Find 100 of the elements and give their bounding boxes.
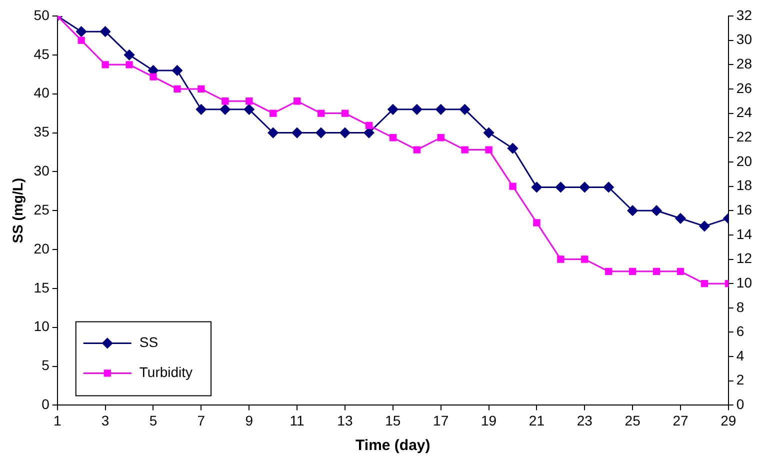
y2-tick-label: 32 xyxy=(736,6,752,23)
y2-tick-label: 24 xyxy=(736,104,752,120)
x-tick-label: 7 xyxy=(197,412,206,428)
point xyxy=(102,61,109,68)
point xyxy=(172,65,182,76)
point xyxy=(533,219,540,226)
point xyxy=(340,128,350,138)
point xyxy=(652,268,660,275)
point xyxy=(126,61,133,68)
point xyxy=(198,85,205,93)
x-tick-label: 29 xyxy=(720,412,736,428)
point xyxy=(246,98,253,105)
point xyxy=(676,268,684,275)
y2-tick-label: 6 xyxy=(736,323,744,340)
point xyxy=(484,128,494,138)
point xyxy=(365,122,373,130)
x-tick-label: 27 xyxy=(672,412,688,428)
point xyxy=(341,110,349,117)
point xyxy=(124,50,135,60)
y2-tick-label: 28 xyxy=(736,56,752,72)
point xyxy=(388,104,398,115)
point xyxy=(174,85,181,93)
x-tick-label: 25 xyxy=(624,412,641,428)
y-tick-label: 5 xyxy=(42,357,50,374)
x-tick-label: 19 xyxy=(480,412,497,428)
point xyxy=(413,146,420,154)
x-tick-label: 1 xyxy=(53,412,62,428)
y-tick-label: 15 xyxy=(34,279,50,296)
x-tick-label: 21 xyxy=(528,412,545,428)
y-tick-label: 30 xyxy=(34,162,50,179)
point xyxy=(485,146,492,154)
point xyxy=(76,26,87,37)
y-axis-title: SS (mg/L) xyxy=(9,178,26,244)
x-tick-label: 13 xyxy=(337,412,353,428)
point xyxy=(78,36,85,44)
y-tick-label: 45 xyxy=(34,46,50,62)
point xyxy=(412,104,422,115)
legend-label: Turbidity xyxy=(139,364,193,380)
point xyxy=(220,104,230,115)
point xyxy=(557,256,564,263)
point xyxy=(627,205,638,216)
point xyxy=(699,220,710,232)
point xyxy=(317,110,325,117)
x-tick-label: 3 xyxy=(101,412,110,428)
point xyxy=(389,134,396,142)
point xyxy=(555,182,566,192)
y2-tick-label: 30 xyxy=(736,31,752,48)
point xyxy=(269,110,277,117)
legend-label: SS xyxy=(139,334,158,350)
point xyxy=(100,26,111,37)
point xyxy=(460,104,470,115)
y-tick-label: 40 xyxy=(34,84,50,101)
point xyxy=(651,205,662,216)
point xyxy=(461,146,468,154)
point xyxy=(628,268,636,275)
point xyxy=(292,128,302,138)
y-tick-label: 50 xyxy=(34,6,50,23)
point xyxy=(675,213,686,224)
point xyxy=(316,128,326,138)
y-tick-label: 0 xyxy=(42,396,50,412)
x-tick-label: 15 xyxy=(385,412,401,428)
point xyxy=(603,182,614,192)
point xyxy=(244,104,254,115)
point xyxy=(579,182,590,192)
point xyxy=(222,98,229,105)
x-tick-label: 5 xyxy=(149,412,158,428)
point xyxy=(436,104,446,115)
y-tick-label: 10 xyxy=(34,318,50,334)
y-tick-label: 20 xyxy=(34,240,50,256)
y2-tick-label: 18 xyxy=(736,177,752,194)
point xyxy=(150,73,157,80)
point xyxy=(364,128,374,138)
point xyxy=(293,98,301,105)
y2-tick-label: 8 xyxy=(736,298,744,315)
point xyxy=(581,256,588,263)
point xyxy=(509,182,516,190)
y2-tick-label: 2 xyxy=(736,372,744,388)
point xyxy=(437,134,444,142)
point xyxy=(196,104,206,115)
y2-tick-label: 20 xyxy=(736,152,752,169)
x-axis-title: Time (day) xyxy=(356,437,430,454)
y2-tick-label: 26 xyxy=(736,80,752,96)
y2-tick-label: 10 xyxy=(736,274,752,290)
point xyxy=(700,280,708,288)
y2-tick-label: 22 xyxy=(736,128,752,144)
x-tick-label: 11 xyxy=(290,412,305,428)
y2-tick-label: 12 xyxy=(736,250,752,266)
x-tick-label: 23 xyxy=(576,412,593,428)
x-tick-label: 9 xyxy=(245,412,254,428)
point xyxy=(531,182,542,192)
y2-tick-label: 14 xyxy=(736,226,752,242)
y2-tick-label: 4 xyxy=(736,347,744,364)
point xyxy=(507,143,518,154)
y-tick-label: 35 xyxy=(34,124,50,140)
y2-tick-label: 16 xyxy=(736,201,752,218)
x-tick-label: 17 xyxy=(433,412,449,428)
y2-tick-label: 0 xyxy=(736,396,744,412)
point xyxy=(605,268,612,275)
y-tick-label: 25 xyxy=(34,201,50,218)
point xyxy=(268,128,278,138)
